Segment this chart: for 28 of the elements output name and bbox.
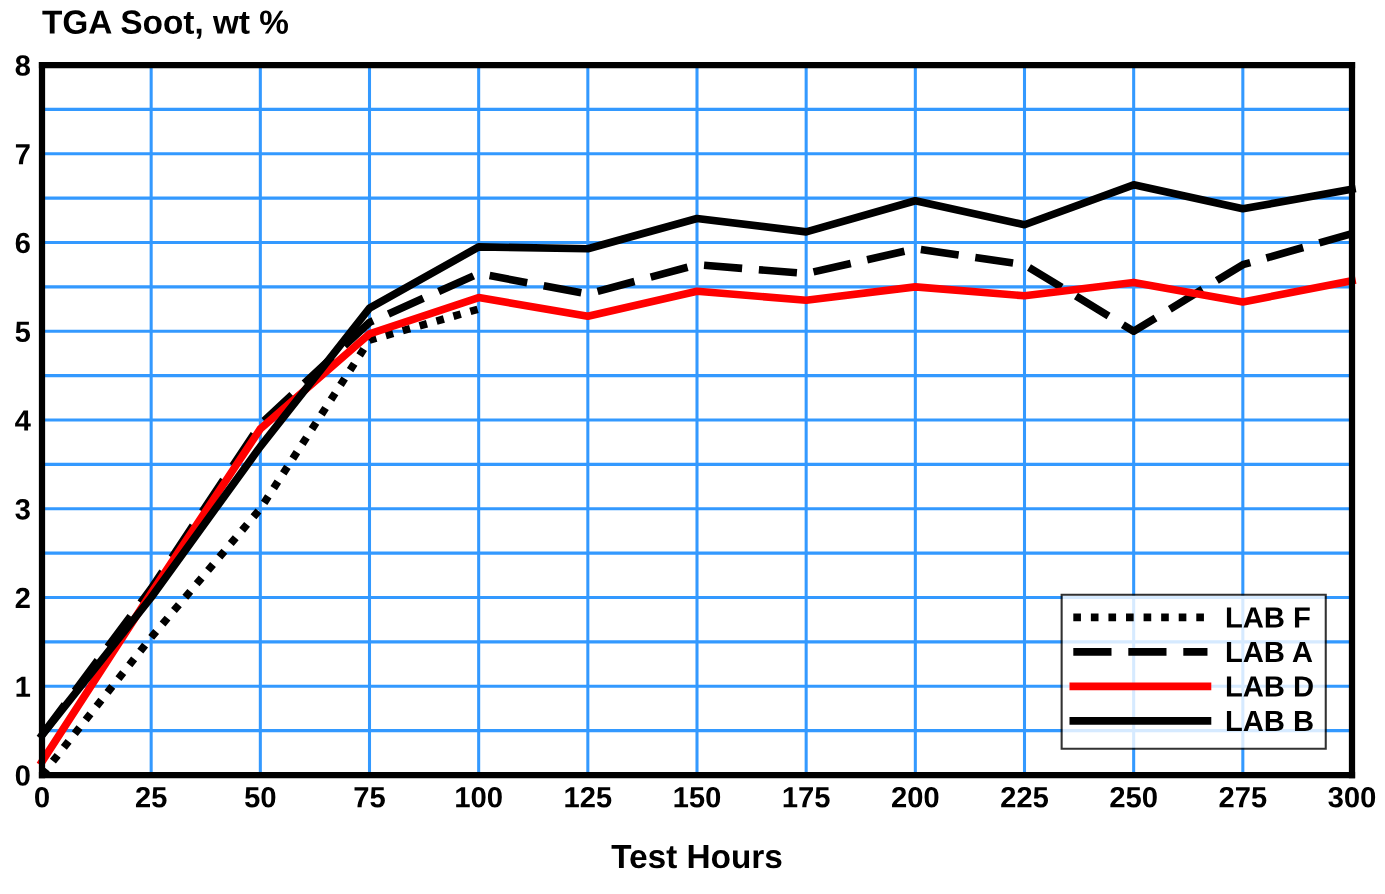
y-tick-label: 6: [15, 232, 30, 254]
y-tick-label: 3: [15, 498, 30, 520]
y-tick-label: 2: [15, 587, 30, 609]
x-tick-label: 225: [1001, 786, 1049, 808]
x-tick-label: 125: [565, 786, 612, 808]
x-tick-label: 25: [135, 786, 167, 808]
y-tick-label: 4: [15, 410, 31, 431]
y-tick-label: 5: [15, 321, 31, 343]
x-tick-label: 300: [1328, 786, 1376, 808]
x-tick-label: 275: [1219, 786, 1267, 808]
y-axis-title: TGA Soot, wt %: [42, 10, 288, 39]
x-tick-label: 175: [783, 787, 830, 808]
y-tick-label: 1: [16, 676, 31, 697]
x-tick-label: 150: [674, 786, 721, 808]
legend-label: LAB B: [1226, 710, 1313, 732]
legend-label: LAB F: [1226, 607, 1310, 628]
y-tick-label: 8: [15, 55, 30, 76]
x-tick-label: 75: [354, 787, 385, 808]
legend-label: LAB D: [1226, 676, 1313, 697]
x-axis-title: Test Hours: [611, 845, 782, 869]
y-tick-label: 7: [15, 144, 30, 165]
x-tick-label: 50: [245, 786, 276, 808]
y-tick-label: 0: [15, 765, 30, 786]
legend-label: LAB A: [1226, 642, 1313, 663]
x-tick-label: 0: [35, 786, 49, 808]
x-tick-label: 100: [456, 786, 502, 808]
x-tick-label: 200: [892, 786, 939, 808]
x-tick-label: 250: [1110, 786, 1157, 808]
